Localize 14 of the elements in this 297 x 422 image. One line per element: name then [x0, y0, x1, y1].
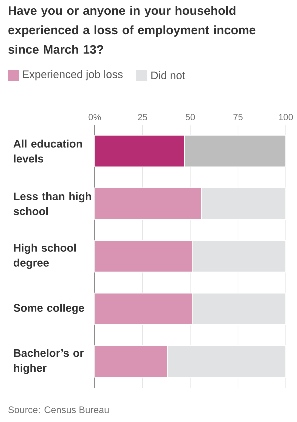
- x-tick-label: 75: [234, 114, 243, 120]
- x-tick-label: 25: [138, 114, 148, 120]
- x-tick-label: 100: [279, 114, 294, 120]
- x-tick-label: 50: [186, 114, 196, 120]
- y-tick-label: Less than high school: [14, 192, 92, 216]
- x-tick-label: 0%: [88, 114, 102, 120]
- chart-title: Have you or anyone in your household experienced a loss of employment income since March 13?: [8, 6, 256, 54]
- legend-label: Experienced job loss: [23, 70, 123, 81]
- y-tick-label: High school degree: [14, 244, 76, 270]
- y-tick-label: Some college: [14, 304, 84, 314]
- source-note: Source: Census Bureau: [8, 406, 110, 414]
- y-tick-label: Bachelor’s or higher: [14, 349, 84, 374]
- y-tick-label: All education levels: [14, 140, 82, 163]
- legend-label: Did not: [152, 71, 186, 80]
